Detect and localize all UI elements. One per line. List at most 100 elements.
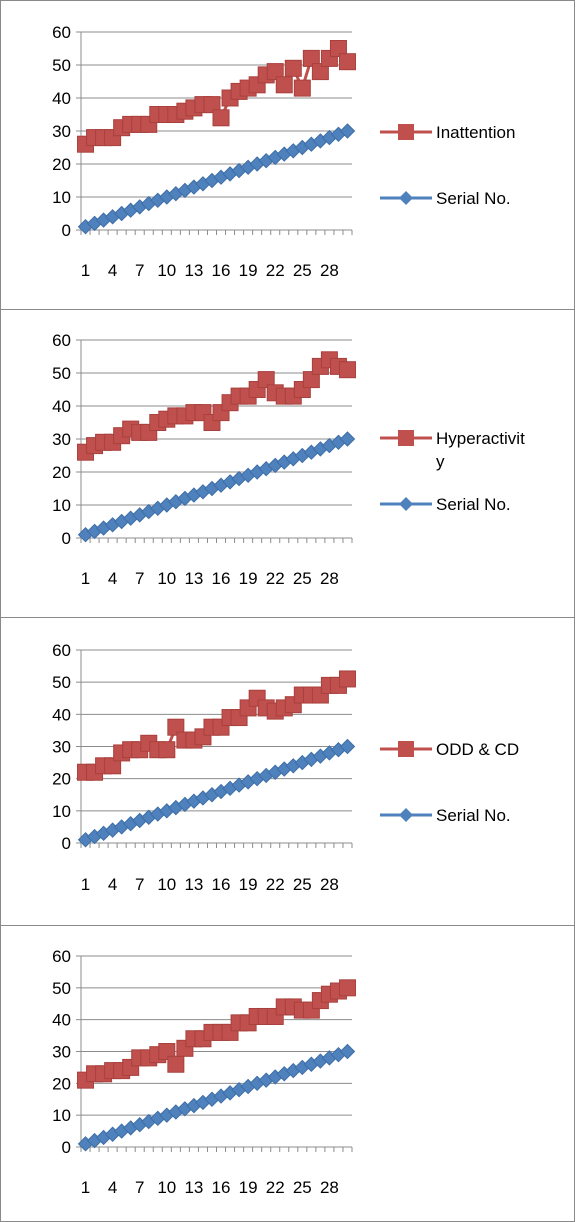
x-tick-label: 7: [135, 1178, 144, 1197]
y-tick-label: 0: [62, 221, 71, 240]
series-serial-no: [77, 738, 356, 848]
legend-label: Hyperactivit: [436, 429, 525, 448]
x-tick-label: 16: [212, 1178, 231, 1197]
series-serial-no: [77, 123, 356, 235]
data-point: [212, 109, 230, 127]
x-tick-label: 7: [135, 875, 144, 894]
y-tick-label: 60: [52, 331, 71, 350]
series-inattention: [77, 40, 356, 153]
x-tick-label: 7: [135, 569, 144, 588]
legend-marker: [398, 741, 414, 757]
x-tick-label: 4: [108, 261, 117, 280]
legend-marker: [399, 191, 413, 205]
x-tick-label: 22: [266, 1178, 285, 1197]
y-tick-label: 50: [52, 979, 71, 998]
y-tick-label: 20: [52, 1074, 71, 1093]
x-tick-label: 10: [157, 569, 176, 588]
legend-label: Serial No.: [436, 495, 511, 514]
x-tick-label: 19: [239, 569, 258, 588]
legend: Inattention Serial No.: [380, 123, 515, 208]
x-tick-label: 13: [184, 569, 203, 588]
y-tick-label: 10: [52, 496, 71, 515]
data-point: [257, 371, 275, 389]
y-tick-label: 10: [52, 1106, 71, 1125]
y-tick-label: 20: [52, 770, 71, 789]
x-tick-label: 28: [320, 569, 339, 588]
y-tick-label: 0: [62, 1138, 71, 1157]
x-tick-label: 13: [184, 261, 203, 280]
x-tick-label: 1: [81, 1178, 90, 1197]
y-tick-label: 50: [52, 364, 71, 383]
x-tick-label: 28: [320, 875, 339, 894]
x-tick-label: 1: [81, 261, 90, 280]
data-point: [266, 63, 284, 81]
chart-panel-odd-cd: 0 10 20 30 40 50 60 1 4 7 10 13 16 19 22 25 28 ODD & CD Se…: [0, 617, 575, 926]
x-tick-label: 4: [108, 875, 117, 894]
x-tick-label: 16: [212, 875, 231, 894]
x-tick-label: 22: [266, 875, 285, 894]
data-point: [275, 76, 293, 94]
legend-label: Serial No.: [436, 189, 511, 208]
data-point: [338, 670, 356, 688]
legend-marker: [399, 808, 413, 822]
series-odd-cd: [77, 670, 356, 781]
legend-label: y: [436, 452, 445, 471]
chart-panel-hyperactivity: 0 10 20 30 40 50 60 1 4 7 10 13 16 19 22 25 28 Hyperactiv…: [0, 309, 575, 618]
y-tick-label: 10: [52, 188, 71, 207]
y-tick-label: 0: [62, 834, 71, 853]
data-point: [329, 40, 347, 57]
data-point: [338, 979, 356, 997]
x-tick-label: 25: [293, 569, 312, 588]
data-point: [338, 361, 356, 379]
x-tick-label: 10: [157, 261, 176, 280]
legend-marker: [398, 430, 414, 446]
x-tick-label: 25: [293, 261, 312, 280]
y-tick-label: 0: [62, 529, 71, 548]
legend-label: Inattention: [436, 123, 515, 142]
x-tick-label: 13: [184, 1178, 203, 1197]
gridlines: [81, 649, 352, 812]
y-tick-label: 50: [52, 56, 71, 75]
x-tick-label: 10: [157, 1178, 176, 1197]
x-tick-label: 1: [81, 875, 90, 894]
series-serial-no: [77, 1043, 356, 1152]
data-point: [302, 49, 320, 67]
series-anxiety-depression: [77, 979, 356, 1089]
data-point: [339, 1043, 356, 1060]
x-tick-label: 7: [135, 261, 144, 280]
chart-odd-cd: 0 10 20 30 40 50 60 1 4 7 10 13 16 19 22 25 28 ODD & CD Se…: [52, 641, 519, 894]
chart-inattention: 0 10 20 30 40 50 60 1 4 7 10 13 16 19 22 25 28 Inattentio…: [52, 23, 515, 280]
y-tick-label: 30: [52, 1043, 71, 1062]
y-tick-label: 40: [52, 397, 71, 416]
y-tick-label: 30: [52, 122, 71, 141]
chart-hyperactivity: 0 10 20 30 40 50 60 1 4 7 10 13 16 19 22 25 28 Hyperactiv…: [52, 331, 525, 588]
x-tick-label: 1: [81, 569, 90, 588]
data-point: [203, 96, 221, 114]
y-tick-label: 60: [52, 947, 71, 966]
legend: ODD & CD Serial No.: [380, 740, 519, 825]
y-tick-label: 40: [52, 705, 71, 724]
data-point: [158, 1043, 176, 1060]
x-tick-label: 25: [293, 875, 312, 894]
x-tick-label: 19: [239, 261, 258, 280]
x-tick-label: 4: [108, 569, 117, 588]
chart-panel-inattention: 0 10 20 30 40 50 60 1 4 7 10 13 16 19 22 25 28 Inattentio…: [0, 0, 575, 310]
data-point: [167, 718, 185, 736]
gridlines: [81, 955, 352, 1116]
x-tick-label: 19: [239, 1178, 258, 1197]
y-tick-label: 30: [52, 738, 71, 757]
x-tick-label: 16: [212, 261, 231, 280]
y-tick-label: 60: [52, 23, 71, 42]
data-point: [293, 79, 311, 97]
chart-panel-anxiety-depression: 010203040506014710131619222528Anxiety &D…: [0, 925, 575, 1222]
legend-marker: [399, 497, 413, 511]
legend: Hyperactivit y Serial No.: [380, 429, 525, 514]
data-point: [167, 1055, 185, 1073]
y-tick-label: 20: [52, 155, 71, 174]
legend-label: Serial No.: [436, 806, 511, 825]
data-point: [339, 123, 356, 139]
x-tick-label: 22: [266, 569, 285, 588]
x-tick-label: 25: [293, 1178, 312, 1197]
x-tick-label: 10: [157, 875, 176, 894]
